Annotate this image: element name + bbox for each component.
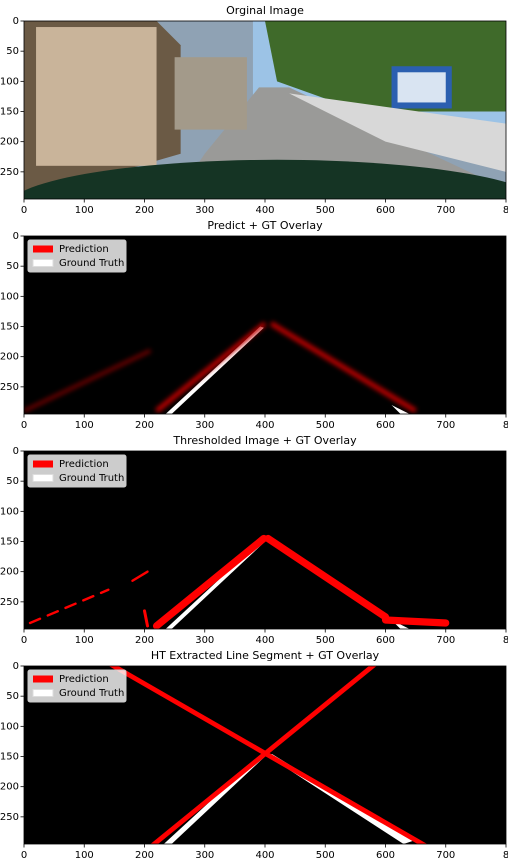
x-tick-label: 500 bbox=[316, 850, 335, 861]
legend-label: Prediction bbox=[59, 674, 109, 685]
x-tick-label: 100 bbox=[75, 420, 94, 431]
x-tick-label: 500 bbox=[316, 420, 335, 431]
y-tick-label: 100 bbox=[0, 721, 19, 732]
x-tick-label: 500 bbox=[316, 635, 335, 646]
legend-label: Ground Truth bbox=[59, 473, 124, 484]
x-tick-label: 300 bbox=[195, 205, 214, 216]
y-tick-label: 250 bbox=[0, 382, 19, 393]
x-tick-label: 300 bbox=[195, 635, 214, 646]
legend-label: Prediction bbox=[59, 244, 109, 255]
x-tick-label: 0 bbox=[21, 205, 27, 216]
y-tick-label: 200 bbox=[0, 352, 19, 363]
x-tick-label: 300 bbox=[195, 420, 214, 431]
panel-title: Predict + GT Overlay bbox=[207, 219, 323, 232]
y-tick-label: 0 bbox=[13, 231, 19, 242]
y-tick-label: 200 bbox=[0, 567, 19, 578]
x-tick-label: 600 bbox=[376, 635, 395, 646]
legend-label: Prediction bbox=[59, 459, 109, 470]
x-tick-label: 700 bbox=[436, 635, 455, 646]
panel-title: Thresholded Image + GT Overlay bbox=[172, 434, 357, 447]
y-tick-label: 50 bbox=[6, 476, 19, 487]
y-tick-label: 50 bbox=[6, 691, 19, 702]
x-tick-label: 100 bbox=[75, 850, 94, 861]
x-tick-label: 8 bbox=[503, 850, 508, 861]
x-tick-label: 400 bbox=[255, 420, 274, 431]
x-tick-label: 8 bbox=[503, 205, 508, 216]
y-tick-label: 100 bbox=[0, 76, 19, 87]
legend-swatch bbox=[32, 259, 54, 267]
x-tick-label: 500 bbox=[316, 205, 335, 216]
x-tick-label: 0 bbox=[21, 420, 27, 431]
y-tick-label: 250 bbox=[0, 597, 19, 608]
x-tick-label: 200 bbox=[135, 635, 154, 646]
x-tick-label: 8 bbox=[503, 420, 508, 431]
x-tick-label: 400 bbox=[255, 635, 274, 646]
y-tick-label: 250 bbox=[0, 167, 19, 178]
legend-swatch bbox=[32, 689, 54, 697]
y-tick-label: 50 bbox=[6, 261, 19, 272]
legend-swatch bbox=[32, 474, 54, 482]
x-tick-label: 8 bbox=[503, 635, 508, 646]
y-tick-label: 250 bbox=[0, 812, 19, 823]
y-tick-label: 150 bbox=[0, 752, 19, 763]
y-tick-label: 150 bbox=[0, 107, 19, 118]
x-tick-label: 400 bbox=[255, 850, 274, 861]
legend-swatch bbox=[33, 460, 53, 468]
x-tick-label: 0 bbox=[21, 635, 27, 646]
legend-label: Ground Truth bbox=[59, 688, 124, 699]
original-image bbox=[24, 21, 507, 200]
x-tick-label: 0 bbox=[21, 850, 27, 861]
legend-swatch bbox=[33, 675, 53, 683]
x-tick-label: 300 bbox=[195, 850, 214, 861]
y-tick-label: 0 bbox=[13, 16, 19, 27]
y-tick-label: 100 bbox=[0, 291, 19, 302]
y-tick-label: 200 bbox=[0, 137, 19, 148]
x-tick-label: 400 bbox=[255, 205, 274, 216]
x-tick-label: 200 bbox=[135, 420, 154, 431]
y-tick-label: 150 bbox=[0, 537, 19, 548]
panel-title: HT Extracted Line Segment + GT Overlay bbox=[151, 649, 380, 662]
x-tick-label: 600 bbox=[376, 850, 395, 861]
y-tick-label: 50 bbox=[6, 46, 19, 57]
x-tick-label: 600 bbox=[376, 420, 395, 431]
x-tick-label: 200 bbox=[135, 205, 154, 216]
y-tick-label: 150 bbox=[0, 322, 19, 333]
y-tick-label: 0 bbox=[13, 661, 19, 672]
y-tick-label: 100 bbox=[0, 506, 19, 517]
x-tick-label: 100 bbox=[75, 635, 94, 646]
y-tick-label: 0 bbox=[13, 446, 19, 457]
legend-swatch bbox=[33, 245, 53, 253]
x-tick-label: 700 bbox=[436, 420, 455, 431]
y-tick-label: 200 bbox=[0, 782, 19, 793]
x-tick-label: 600 bbox=[376, 205, 395, 216]
x-tick-label: 700 bbox=[436, 850, 455, 861]
x-tick-label: 100 bbox=[75, 205, 94, 216]
panel-title: Orginal Image bbox=[226, 4, 304, 17]
legend-label: Ground Truth bbox=[59, 258, 124, 269]
x-tick-label: 700 bbox=[436, 205, 455, 216]
x-tick-label: 200 bbox=[135, 850, 154, 861]
